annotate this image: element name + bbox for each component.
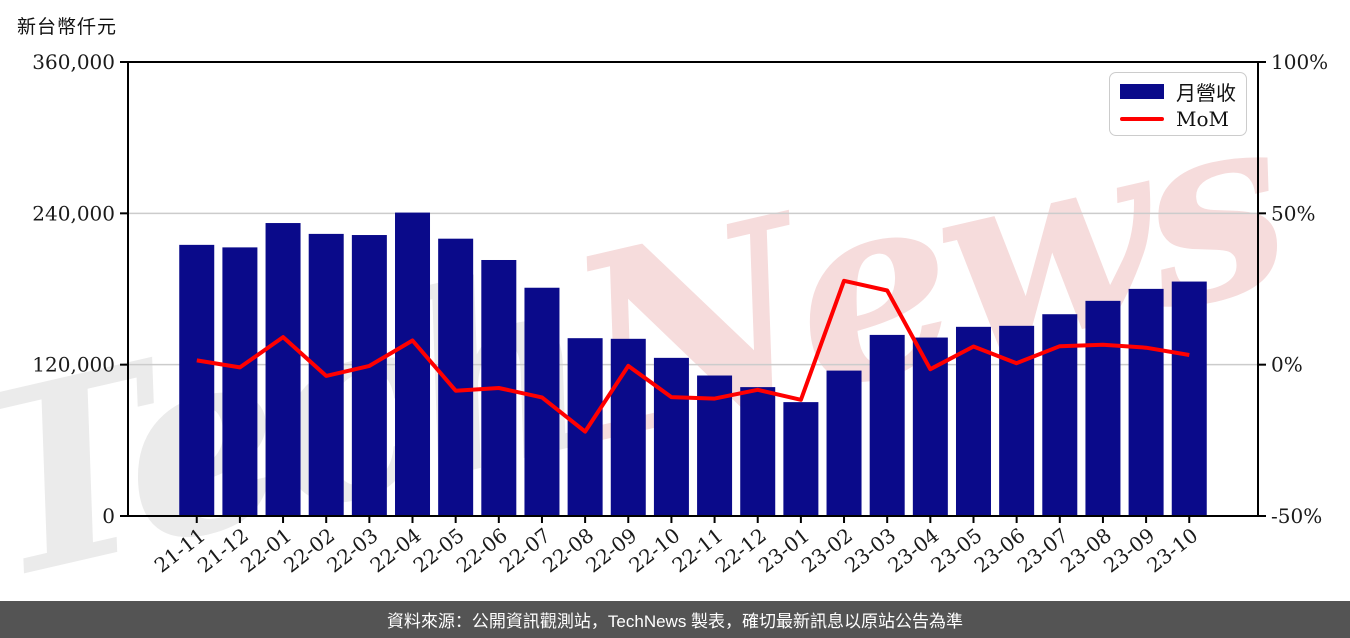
left-tick-label-360000: 360,000	[32, 50, 115, 74]
bar-23-09	[1128, 288, 1164, 516]
plot-border	[127, 61, 1259, 517]
legend-bar-swatch	[1120, 83, 1164, 99]
right-tick-label-50: 50%	[1271, 201, 1315, 225]
left-tick-label-0: 0	[102, 504, 115, 528]
bar-22-03	[351, 235, 387, 516]
legend: 月營收 MoM	[1109, 72, 1247, 136]
legend-bar-label: 月營收	[1176, 80, 1236, 105]
x-tick-label-23-10: 23-10	[1142, 523, 1202, 577]
bar-21-11	[179, 244, 215, 516]
legend-item-revenue: 月營收	[1120, 77, 1246, 106]
bar-22-10	[653, 357, 689, 516]
left-tick-label-120000: 120,000	[32, 353, 115, 377]
y-axis-unit-label: 新台幣仟元	[17, 16, 118, 38]
left-tick-label-240000: 240,000	[32, 201, 115, 225]
right-tick-label-0: 0%	[1271, 353, 1303, 377]
footer-note: 資料來源：公開資訊觀測站，TechNews 製表，確切最新訊息以原站公告為準	[0, 601, 1350, 638]
bar-23-06	[999, 325, 1035, 516]
bar-22-07	[524, 287, 560, 516]
legend-item-mom: MoM	[1120, 107, 1246, 131]
bar-23-05	[955, 326, 991, 516]
right-tick-label-100: 100%	[1271, 50, 1328, 74]
right-tick-label--50: -50%	[1271, 504, 1322, 528]
bar-22-04	[395, 212, 431, 516]
legend-line-swatch	[1120, 117, 1164, 122]
legend-line-label: MoM	[1176, 107, 1229, 132]
bar-23-08	[1085, 300, 1121, 516]
bar-23-02	[826, 370, 862, 516]
bar-21-12	[222, 247, 258, 516]
bar-23-01	[783, 402, 819, 516]
mom-line	[196, 278, 1190, 434]
bar-22-01	[265, 223, 301, 516]
bar-22-12	[740, 387, 776, 516]
bar-23-10	[1171, 281, 1207, 516]
bar-22-08	[567, 338, 603, 516]
bar-23-03	[869, 334, 905, 516]
